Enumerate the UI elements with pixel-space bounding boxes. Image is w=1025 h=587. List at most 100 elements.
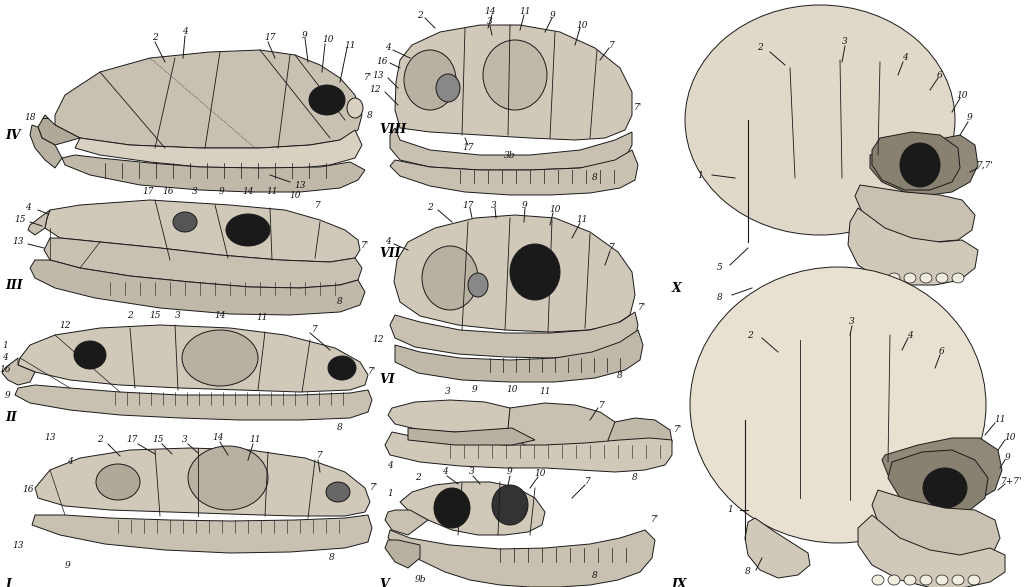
Text: 7: 7 xyxy=(600,400,605,410)
Text: 10: 10 xyxy=(576,21,587,29)
Text: 6: 6 xyxy=(939,348,945,356)
Text: 3: 3 xyxy=(182,436,188,444)
Text: X: X xyxy=(671,282,682,295)
Text: 15: 15 xyxy=(153,436,164,444)
Text: 13: 13 xyxy=(12,541,24,549)
Ellipse shape xyxy=(510,244,560,300)
Polygon shape xyxy=(388,400,520,432)
Polygon shape xyxy=(390,312,638,358)
Text: 4: 4 xyxy=(182,28,188,36)
Polygon shape xyxy=(858,515,1004,587)
Ellipse shape xyxy=(188,446,268,510)
Text: 10: 10 xyxy=(289,191,300,201)
Text: 2: 2 xyxy=(757,43,763,52)
Text: 1: 1 xyxy=(697,170,703,180)
Text: 7: 7 xyxy=(315,201,321,210)
Text: 7: 7 xyxy=(585,477,590,487)
Text: 4: 4 xyxy=(26,204,31,212)
Polygon shape xyxy=(38,115,80,145)
Polygon shape xyxy=(394,215,636,332)
Ellipse shape xyxy=(936,575,948,585)
Text: 13: 13 xyxy=(44,434,55,443)
Text: 18: 18 xyxy=(25,113,36,123)
Ellipse shape xyxy=(226,214,270,246)
Text: 8: 8 xyxy=(745,568,751,576)
Text: 9: 9 xyxy=(5,390,11,400)
Text: 3: 3 xyxy=(445,387,451,396)
Polygon shape xyxy=(390,128,632,170)
Text: 11: 11 xyxy=(994,416,1006,424)
Text: III: III xyxy=(5,279,23,292)
Text: 2: 2 xyxy=(417,11,423,19)
Text: 3: 3 xyxy=(175,311,180,319)
Text: 17: 17 xyxy=(264,33,276,42)
Ellipse shape xyxy=(936,273,948,283)
Text: 7': 7' xyxy=(370,484,378,492)
Polygon shape xyxy=(385,432,672,472)
Text: 10: 10 xyxy=(506,386,518,394)
Text: 16: 16 xyxy=(23,485,34,494)
Polygon shape xyxy=(395,330,643,382)
Polygon shape xyxy=(872,132,960,190)
Ellipse shape xyxy=(920,273,932,283)
Text: 15: 15 xyxy=(150,311,161,319)
Ellipse shape xyxy=(888,575,900,585)
Polygon shape xyxy=(45,200,360,262)
Polygon shape xyxy=(32,515,372,553)
Ellipse shape xyxy=(904,575,916,585)
Polygon shape xyxy=(388,530,655,587)
Text: 9: 9 xyxy=(522,201,528,210)
Text: 11: 11 xyxy=(539,387,550,396)
Ellipse shape xyxy=(872,575,884,585)
Text: 16: 16 xyxy=(376,58,387,66)
Text: 4: 4 xyxy=(387,460,393,470)
Ellipse shape xyxy=(347,98,363,118)
Text: 7+7': 7+7' xyxy=(1001,477,1023,487)
Ellipse shape xyxy=(96,464,140,500)
Polygon shape xyxy=(30,125,62,168)
Text: 14: 14 xyxy=(214,311,226,319)
Text: 11: 11 xyxy=(520,8,531,16)
Text: 4: 4 xyxy=(385,238,391,247)
Text: 11: 11 xyxy=(256,313,268,322)
Text: VII: VII xyxy=(379,247,401,259)
Text: 9: 9 xyxy=(507,467,512,477)
Text: 7,7': 7,7' xyxy=(977,160,993,170)
Text: 14: 14 xyxy=(242,187,254,197)
Text: 1: 1 xyxy=(727,505,733,514)
Text: 1: 1 xyxy=(2,340,8,349)
Polygon shape xyxy=(395,25,632,140)
Ellipse shape xyxy=(968,575,980,585)
Text: 9: 9 xyxy=(1006,454,1011,463)
Text: 9: 9 xyxy=(968,113,973,123)
Polygon shape xyxy=(385,540,420,568)
Text: 4: 4 xyxy=(385,43,391,52)
Ellipse shape xyxy=(182,330,258,386)
Text: 7': 7' xyxy=(368,367,376,376)
Text: 5: 5 xyxy=(718,264,723,272)
Ellipse shape xyxy=(436,74,460,102)
Text: 12: 12 xyxy=(372,336,383,345)
Text: 7: 7 xyxy=(609,244,615,252)
Text: 8: 8 xyxy=(337,298,343,306)
Text: VIII: VIII xyxy=(379,123,407,136)
Ellipse shape xyxy=(690,267,986,543)
Text: 14: 14 xyxy=(484,8,496,16)
Ellipse shape xyxy=(920,575,932,585)
Polygon shape xyxy=(848,208,978,285)
Text: 10: 10 xyxy=(956,90,968,100)
Polygon shape xyxy=(882,438,1002,505)
Text: 8: 8 xyxy=(337,423,343,433)
Ellipse shape xyxy=(900,143,940,187)
Text: 10: 10 xyxy=(322,35,334,45)
Text: 1: 1 xyxy=(387,488,393,498)
Text: 11: 11 xyxy=(576,215,587,224)
Text: 11: 11 xyxy=(344,41,356,49)
Text: 17: 17 xyxy=(126,436,137,444)
Text: 3: 3 xyxy=(469,467,475,477)
Text: 3: 3 xyxy=(849,318,855,326)
Text: II: II xyxy=(5,411,16,424)
Text: 7: 7 xyxy=(609,41,615,49)
Text: VI: VI xyxy=(379,373,395,386)
Polygon shape xyxy=(55,50,362,148)
